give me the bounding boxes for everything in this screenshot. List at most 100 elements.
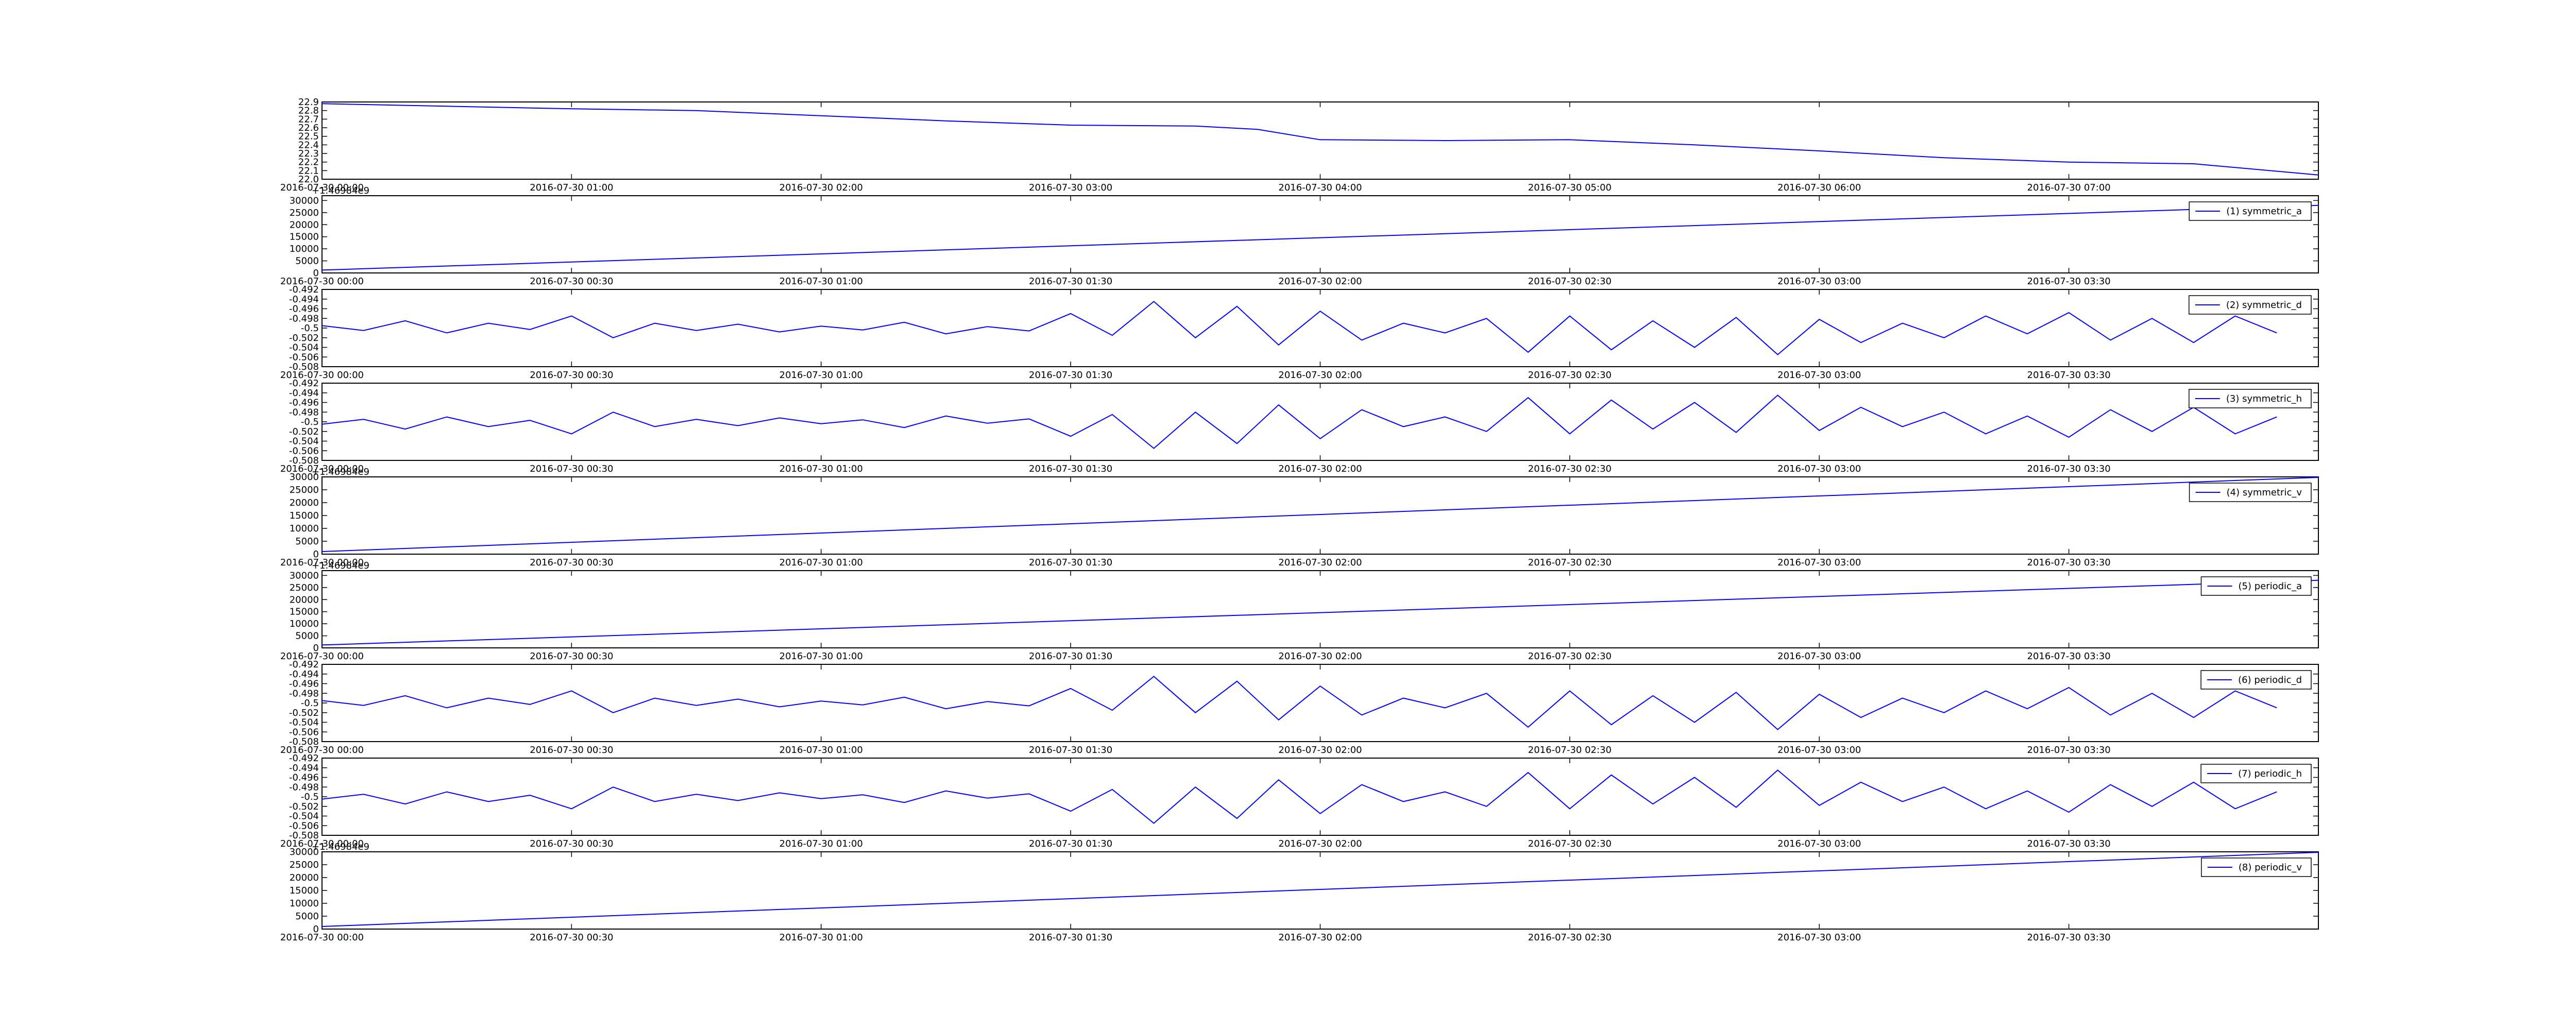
series-line [321,676,2277,730]
y-tick-label: 22.2 [298,157,319,168]
offset-text: +1.46984e9 [312,185,369,196]
plot-frame [321,570,2319,648]
x-tick-label: 2016-07-30 02:30 [1528,464,1612,474]
y-tick-label: -0.504 [289,436,319,447]
y-tick-label: -0.494 [289,388,319,399]
y-tick-label: -0.5 [301,323,319,334]
y-tick-label: 20000 [290,594,319,605]
legend-label: (5) periodic_a [2239,581,2302,592]
legend-label: (3) symmetric_h [2226,393,2302,404]
x-tick-label: 2016-07-30 02:00 [1278,932,1362,943]
y-tick-label: 22.8 [298,106,319,116]
x-tick-label: 2016-07-30 00:30 [530,932,613,943]
y-tick-label: 15000 [290,510,319,521]
y-tick-label: -0.494 [289,763,319,774]
x-tick-label: 2016-07-30 02:00 [1278,464,1362,474]
x-tick-label: 2016-07-30 00:00 [280,464,364,474]
x-tick-label: 2016-07-30 00:00 [280,370,364,381]
x-tick-label: 2016-07-30 03:30 [2027,838,2111,849]
x-tick-label: 2016-07-30 00:30 [530,838,613,849]
x-tick-label: 2016-07-30 03:30 [2027,651,2111,662]
y-tick-label: 15000 [290,885,319,896]
y-tick-label: -0.498 [289,688,319,699]
x-tick-label: 2016-07-30 03:00 [1777,276,1861,287]
y-tick-label: 0 [313,643,319,654]
x-tick-label: 2016-07-30 02:30 [1528,370,1612,381]
y-tick-label: -0.508 [289,362,319,372]
y-tick-label: -0.502 [289,801,319,812]
x-tick-label: 2016-07-30 01:30 [1029,932,1112,943]
y-tick-label: 22.1 [298,165,319,176]
y-tick-label: 22.9 [298,97,319,108]
offset-text: +1.46984e9 [312,560,369,571]
plot-frame [321,758,2319,836]
series-line [321,103,2319,176]
x-tick-label: 2016-07-30 02:30 [1528,557,1612,568]
x-tick-label: 2016-07-30 01:30 [1029,838,1112,849]
x-tick-label: 2016-07-30 01:00 [779,838,863,849]
y-tick-label: 22.5 [298,131,319,142]
y-tick-label: -0.508 [289,830,319,841]
x-tick-label: 2016-07-30 03:00 [1029,182,1112,193]
x-tick-label: 2016-07-30 00:00 [280,838,364,849]
y-tick-label: -0.506 [289,352,319,363]
y-tick-label: 5000 [295,911,319,922]
plot-frame [321,195,2319,273]
y-tick-label: -0.496 [289,304,319,315]
y-tick-label: 10000 [290,898,319,909]
y-tick-label: 22.3 [298,148,319,159]
legend-label: (7) periodic_h [2238,768,2302,779]
x-tick-label: 2016-07-30 01:30 [1029,557,1112,568]
y-tick-label: -0.492 [289,659,319,670]
x-tick-label: 2016-07-30 03:00 [1777,838,1861,849]
legend-label: (8) periodic_v [2239,862,2302,873]
y-tick-label: 30000 [290,847,319,857]
y-tick-label: 30000 [290,472,319,483]
y-tick-label: -0.502 [289,426,319,437]
x-tick-label: 2016-07-30 01:00 [779,276,863,287]
y-tick-label: -0.498 [289,782,319,793]
x-tick-label: 2016-07-30 03:00 [1777,932,1861,943]
y-tick-label: 25000 [290,208,319,218]
x-tick-label: 2016-07-30 01:00 [779,464,863,474]
x-tick-label: 2016-07-30 03:00 [1777,370,1861,381]
x-tick-label: 2016-07-30 02:00 [779,182,863,193]
y-tick-label: -0.5 [301,417,319,427]
y-tick-label: 0 [313,924,319,935]
y-tick-label: -0.508 [289,736,319,747]
x-tick-label: 2016-07-30 01:00 [530,182,613,193]
plot-frame [321,101,2319,180]
x-tick-label: 2016-07-30 02:00 [1278,838,1362,849]
x-tick-label: 2016-07-30 01:00 [779,651,863,662]
x-tick-label: 2016-07-30 02:30 [1528,276,1612,287]
legend-label: (2) symmetric_d [2226,300,2302,311]
series-line [321,394,2277,449]
x-tick-label: 2016-07-30 02:00 [1278,651,1362,662]
y-tick-label: 15000 [290,607,319,617]
x-tick-label: 2016-07-30 00:30 [530,276,613,287]
y-tick-label: -0.492 [289,378,319,389]
y-tick-label: 10000 [290,523,319,534]
x-tick-label: 2016-07-30 03:30 [2027,464,2111,474]
y-tick-label: -0.504 [289,811,319,822]
y-tick-label: 20000 [290,872,319,883]
x-tick-label: 2016-07-30 00:00 [280,276,364,287]
x-tick-label: 2016-07-30 03:30 [2027,370,2111,381]
y-tick-label: 15000 [290,232,319,243]
x-tick-label: 2016-07-30 03:00 [1777,464,1861,474]
y-tick-label: 22.4 [298,140,319,150]
y-tick-label: 0 [313,549,319,560]
legend-label: (1) symmetric_a [2226,206,2302,217]
x-tick-label: 2016-07-30 00:30 [530,370,613,381]
y-tick-label: -0.496 [289,679,319,690]
y-tick-label: -0.502 [289,333,319,344]
x-tick-label: 2016-07-30 03:00 [1777,651,1861,662]
y-tick-label: -0.496 [289,772,319,783]
y-tick-label: -0.492 [289,753,319,764]
series-line [321,852,2319,927]
y-tick-label: -0.494 [289,294,319,305]
y-tick-label: 10000 [290,244,319,254]
x-tick-label: 2016-07-30 01:30 [1029,745,1112,756]
